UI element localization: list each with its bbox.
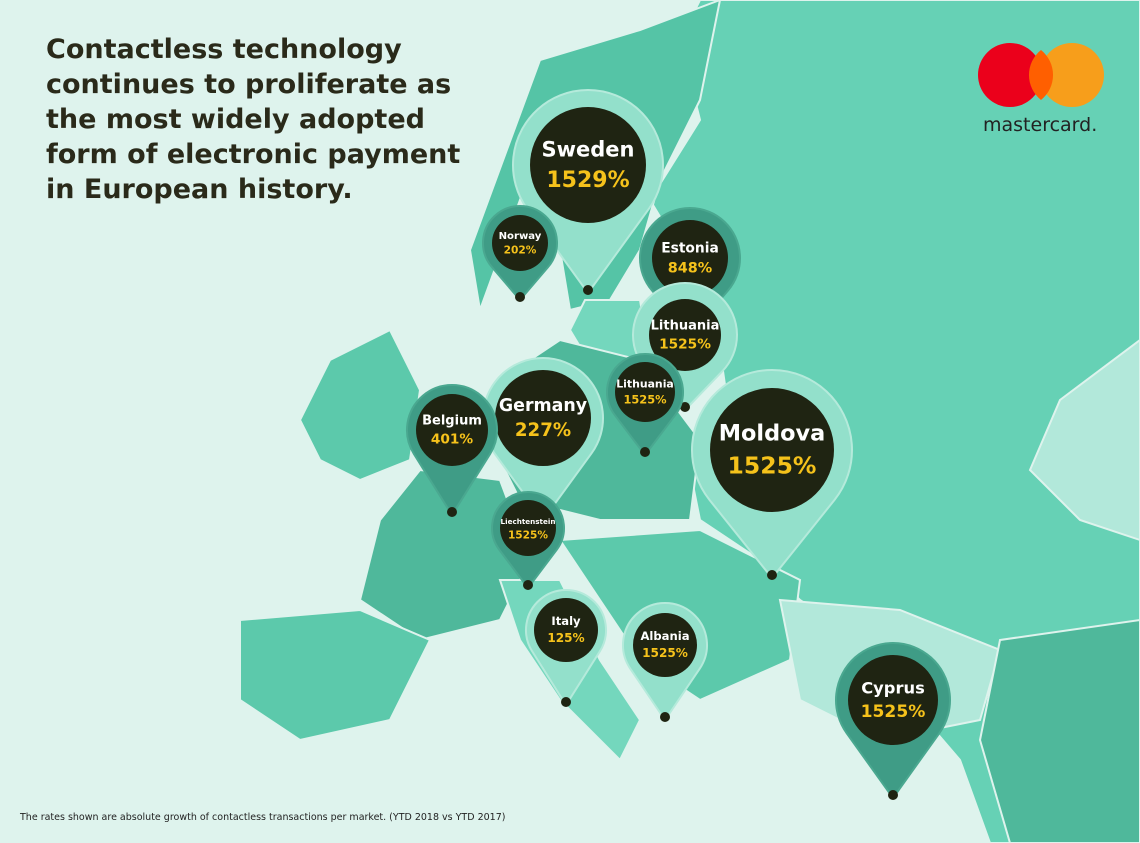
pin-disc <box>615 362 675 422</box>
pin-value: 401% <box>431 432 474 448</box>
pin-tip <box>515 292 525 302</box>
pin-value: 1525% <box>659 337 711 353</box>
pin-tip <box>888 790 898 800</box>
pin-disc <box>633 613 697 677</box>
pin: Germany 227% <box>482 357 604 522</box>
pin: Norway 202% <box>482 205 558 302</box>
pin-tip <box>680 402 690 412</box>
pin-disc <box>530 107 646 223</box>
pin: Cyprus 1525% <box>835 642 951 800</box>
title: Contactless technology continues to prol… <box>46 34 461 205</box>
logo-text: mastercard. <box>983 114 1098 136</box>
pin: Italy 125% <box>525 589 607 707</box>
pin-country: Albania <box>640 629 689 643</box>
pin-disc <box>652 220 728 296</box>
pin-value: 1525% <box>623 392 667 406</box>
pin-country: Sweden <box>542 137 635 161</box>
pin-country: Lithuania <box>616 378 674 391</box>
pin-disc <box>500 500 556 556</box>
pin-disc <box>649 299 721 371</box>
pin-value: 1525% <box>642 646 688 660</box>
pin: Sweden 1529% <box>512 89 664 295</box>
pin: Albania 1525% <box>622 602 708 722</box>
pin: Liechtenstein 1525% <box>491 491 565 590</box>
pin-value: 1529% <box>546 168 629 193</box>
pin-tip <box>447 507 457 517</box>
pin-value: 227% <box>515 420 571 441</box>
pin-value: 202% <box>504 245 537 257</box>
pin-tip <box>561 697 571 707</box>
pin-tip <box>523 580 533 590</box>
pin-value: 1525% <box>861 702 926 722</box>
pin: Belgium 401% <box>406 384 498 517</box>
pin: Moldova 1525% <box>691 369 853 580</box>
logo-orange-circle <box>1040 43 1104 107</box>
pin-country: Moldova <box>719 421 825 447</box>
pin-disc <box>416 394 488 466</box>
pin-disc <box>710 388 834 512</box>
pin-disc <box>534 598 598 662</box>
pin-country: Liechtenstein <box>501 517 556 526</box>
footnote: The rates shown are absolute growth of c… <box>20 812 506 823</box>
pin-value: 125% <box>547 631 584 645</box>
pin-value: 1525% <box>508 530 548 542</box>
pin-disc <box>848 655 938 745</box>
pin-country: Lithuania <box>651 319 720 334</box>
pins: Sweden 1529% Norway 202% Estonia 848% Lithuani… <box>406 89 951 800</box>
pin-value: 848% <box>668 260 712 276</box>
pin-disc <box>492 215 548 271</box>
logo-overlap <box>1028 50 1054 100</box>
pin-country: Italy <box>551 614 581 628</box>
pin-value: 1525% <box>728 452 817 480</box>
mastercard-logo <box>978 43 1104 107</box>
pin-tip <box>583 285 593 295</box>
pin-country: Germany <box>499 396 588 416</box>
pin-country: Cyprus <box>861 678 925 697</box>
pin-disc <box>495 370 591 466</box>
logo-red-circle <box>978 43 1042 107</box>
pin-tip <box>767 570 777 580</box>
pin-tip <box>640 447 650 457</box>
pin-tip <box>660 712 670 722</box>
pin-country: Estonia <box>661 240 719 256</box>
pin-country: Belgium <box>422 414 482 429</box>
pin-country: Norway <box>499 231 542 242</box>
